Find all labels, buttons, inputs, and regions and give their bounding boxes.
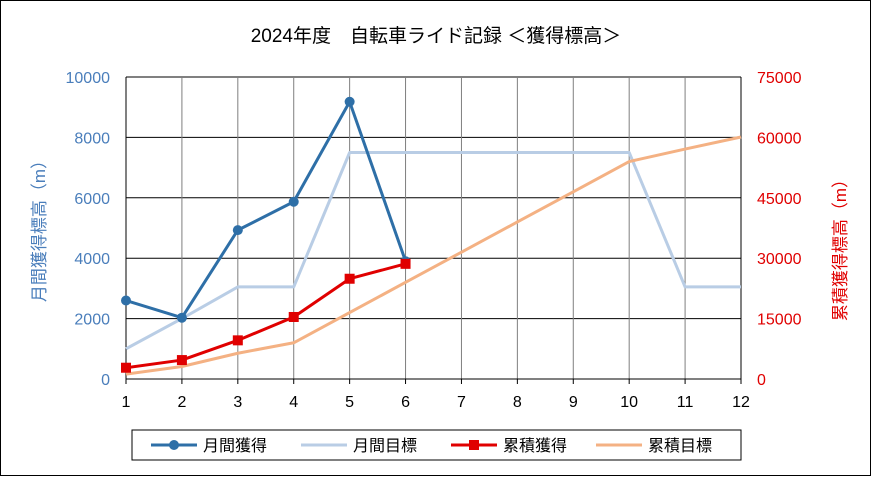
series-line-月間獲得 xyxy=(125,100,407,320)
data-point-累積獲得 xyxy=(232,335,243,346)
legend: 月間獲得 月間目標 累積獲得 累積目標 xyxy=(131,429,742,461)
x-tick-label: 10 xyxy=(620,394,638,411)
grid xyxy=(126,76,741,379)
x-tick-label: 1 xyxy=(122,394,131,411)
x-tick-label: 9 xyxy=(569,394,578,411)
y-left-tick-label: 0 xyxy=(101,372,110,389)
x-tick-label: 3 xyxy=(233,394,242,411)
y-left-tick-label: 4000 xyxy=(74,251,110,268)
series-layer xyxy=(121,96,742,376)
y-axis-left-label: 月間獲得標高（m） xyxy=(30,152,49,302)
series-line-累積目標 xyxy=(125,135,742,376)
data-point-月間獲得 xyxy=(121,295,131,306)
legend-label: 累積目標 xyxy=(648,437,712,455)
y-axis-right-label: 累積獲得標高（m） xyxy=(831,171,850,321)
data-point-累積獲得 xyxy=(400,258,411,269)
y-left-tick-label: 2000 xyxy=(74,312,110,329)
x-tick-label: 8 xyxy=(513,394,522,411)
y-right-tick-label: 45000 xyxy=(757,191,802,208)
x-tick-label: 4 xyxy=(289,394,298,411)
y-right-tick-label: 15000 xyxy=(757,312,802,329)
chart-title: 2024年度 自転車ライド記録 ＜獲得標高＞ xyxy=(251,25,622,47)
data-point-累積獲得 xyxy=(121,362,131,373)
legend-label: 累積獲得 xyxy=(503,437,567,455)
data-point-月間獲得 xyxy=(232,225,243,236)
series-line-累積獲得 xyxy=(125,262,406,370)
x-tick-label: 5 xyxy=(345,394,354,411)
y-right-tick-label: 75000 xyxy=(757,70,802,87)
data-point-月間獲得 xyxy=(344,96,355,107)
y-left-tick-label: 6000 xyxy=(74,191,110,208)
legend-marker xyxy=(169,440,179,450)
y-left-tick-label: 8000 xyxy=(74,130,110,147)
x-tick-label: 11 xyxy=(677,394,694,411)
x-tick-label: 12 xyxy=(732,394,750,411)
x-tick-label: 2 xyxy=(177,394,186,411)
y-right-tick-label: 0 xyxy=(757,372,766,389)
data-point-累積獲得 xyxy=(344,273,355,284)
legend-label: 月間目標 xyxy=(353,437,417,455)
data-point-累積獲得 xyxy=(288,311,299,322)
x-tick-label: 7 xyxy=(457,394,466,411)
x-tick-label: 6 xyxy=(401,394,410,411)
axes: 0 2000 4000 6000 8000 10000 0 15000 30000 45000 60… xyxy=(66,70,802,411)
data-point-月間獲得 xyxy=(176,312,187,323)
y-left-tick-label: 10000 xyxy=(66,70,111,87)
y-right-tick-label: 60000 xyxy=(757,130,802,147)
legend-label: 月間獲得 xyxy=(203,437,267,455)
legend-marker xyxy=(469,440,479,450)
data-point-累積獲得 xyxy=(176,355,187,366)
y-right-tick-label: 30000 xyxy=(757,251,802,268)
data-point-月間獲得 xyxy=(288,196,299,207)
series-line-月間目標 xyxy=(125,151,741,351)
